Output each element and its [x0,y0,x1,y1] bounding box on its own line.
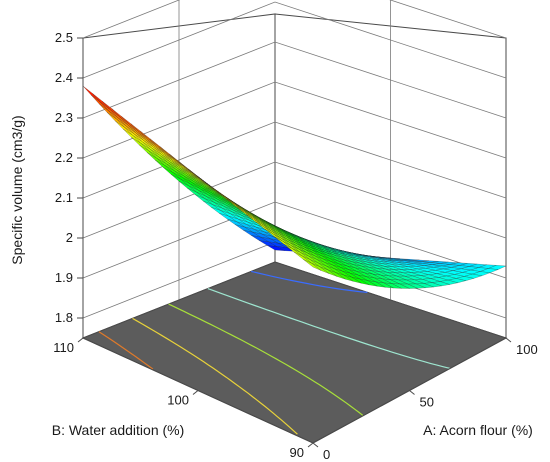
wall-grid-line [82,121,507,199]
z-tick-label: 1.8 [55,310,73,325]
floor-contour-lines [98,270,451,435]
a-tick-label: 100 [516,342,538,357]
z-tick-label: 2.3 [55,110,73,125]
surface-patch [92,93,111,110]
z-axis-label: Specific volume (cm3/g) [9,115,25,264]
b-tick-mark [307,442,314,448]
z-tick-label: 2.1 [55,190,73,205]
z-tick-label: 1.9 [55,270,73,285]
a-tick-mark [409,390,415,395]
b-tick-mark [77,337,84,343]
b-axis-label: B: Water addition (%) [52,422,185,438]
a-tick-mark [312,442,319,448]
z-tick-label: 2.4 [55,70,73,85]
response-surface [82,85,507,289]
wall-grid-line [82,161,507,239]
wall-grid-lines [82,0,507,319]
a-tick-label: 0 [323,447,330,462]
b-axis-ticks: 90 100 110 [53,337,314,460]
z-axis-ticks: 1.8 1.9 2 2.1 2.2 2.3 2.4 2.5 [55,30,83,325]
a-tick-mark [505,337,512,343]
a-axis-label: A: Acorn flour (%) [423,422,533,438]
wall-grid-line [82,41,507,119]
floor-plane [81,261,508,444]
z-tick-label: 2 [66,230,73,245]
z-tick-label: 2.5 [55,30,73,45]
b-tick-label: 100 [167,393,189,408]
surface-patch [303,259,322,271]
a-axis-ticks: 0 50 100 [312,337,538,462]
b-tick-mark [192,390,199,395]
wall-grid-line [82,81,507,159]
z-tick-label: 2.2 [55,150,73,165]
contour-line [251,270,368,293]
back-walls [82,0,507,339]
wall-grid-line [82,201,507,279]
surface-patch [82,85,101,103]
wall-grid-line [82,1,507,79]
a-tick-label: 50 [420,395,434,410]
wall-grid-line [82,0,507,39]
contour-line [98,331,154,370]
b-tick-label: 90 [290,445,304,460]
b-tick-label: 110 [53,340,74,355]
contour-line [132,317,298,435]
contour-line [168,303,364,417]
contour-line [207,288,451,369]
surface-patch [90,94,109,111]
